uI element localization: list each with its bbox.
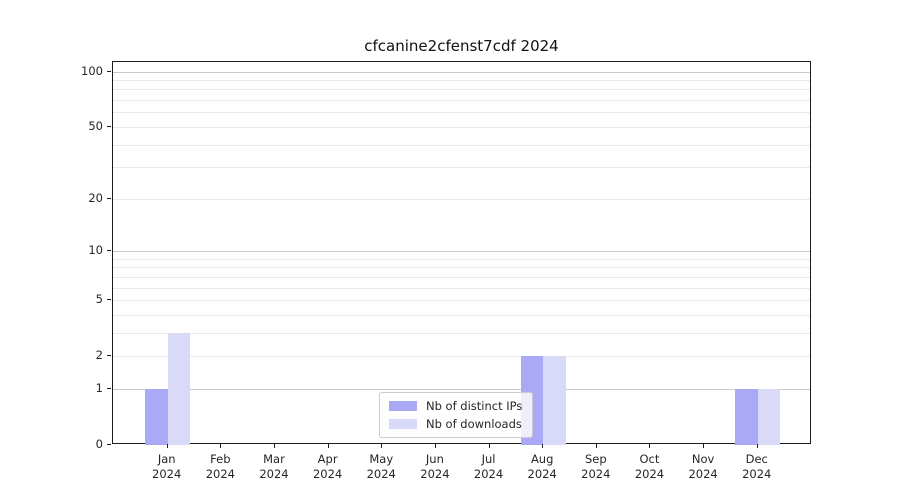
x-tick-mark <box>434 444 436 448</box>
legend: Nb of distinct IPs Nb of downloads <box>379 392 534 438</box>
minor-gridline <box>113 80 810 82</box>
chart-title: cfcanine2cfenst7cdf 2024 <box>364 37 559 55</box>
x-tick-year: 2024 <box>205 467 235 481</box>
x-tick-label-jan: Jan 2024 <box>137 452 197 482</box>
y-tick-mark <box>107 299 111 301</box>
y-tick-mark <box>107 197 111 199</box>
minor-gridline <box>113 300 810 302</box>
x-tick-year: 2024 <box>473 467 504 481</box>
legend-label-distinct-ips: Nb of distinct IPs <box>426 399 523 413</box>
y-tick-label: 5 <box>95 292 103 307</box>
minor-gridline <box>113 356 810 358</box>
legend-swatch-distinct-ips <box>389 401 417 411</box>
x-tick-label-may: May 2024 <box>351 452 411 482</box>
x-tick-year: 2024 <box>259 467 289 481</box>
x-tick-mark <box>542 444 544 448</box>
x-tick-label-jul: Jul 2024 <box>459 452 519 482</box>
y-tick-label: 20 <box>88 190 103 205</box>
x-tick-mark <box>166 444 168 448</box>
x-tick-year: 2024 <box>688 467 718 481</box>
legend-label-downloads: Nb of downloads <box>426 417 522 431</box>
y-tick-label: 100 <box>81 63 103 78</box>
x-tick-year: 2024 <box>312 467 343 481</box>
y-tick-mark <box>107 444 111 445</box>
x-tick-mark <box>273 444 275 448</box>
x-tick-mark <box>595 444 597 448</box>
minor-gridline <box>113 198 810 200</box>
bar-nb-of-distinct-ips-jan <box>145 388 168 445</box>
minor-gridline <box>113 287 810 289</box>
y-tick-label: 50 <box>88 118 103 133</box>
x-tick-label-mar: Mar 2024 <box>244 452 304 482</box>
minor-gridline <box>113 89 810 91</box>
x-tick-label-apr: Apr 2024 <box>298 452 358 482</box>
x-tick-mark <box>381 444 383 448</box>
minor-gridline <box>113 112 810 114</box>
x-tick-year: 2024 <box>527 467 557 481</box>
y-tick-mark <box>107 125 111 127</box>
minor-gridline <box>113 144 810 146</box>
minor-gridline <box>113 100 810 102</box>
x-tick-label-dec: Dec 2024 <box>727 452 787 482</box>
legend-item-downloads: Nb of downloads <box>389 417 522 431</box>
x-tick-mark <box>488 444 490 448</box>
y-tick-mark <box>107 387 111 389</box>
legend-item-distinct-ips: Nb of distinct IPs <box>389 399 522 413</box>
bar-nb-of-distinct-ips-dec <box>735 388 758 445</box>
major-gridline <box>113 250 810 252</box>
minor-gridline <box>113 332 810 334</box>
x-tick-year: 2024 <box>366 467 396 481</box>
bar-nb-of-downloads-dec <box>757 388 781 445</box>
plot-area <box>112 61 811 445</box>
y-tick-label: 2 <box>95 348 103 363</box>
bar-nb-of-downloads-jan <box>167 332 191 445</box>
y-tick-mark <box>107 70 111 72</box>
minor-gridline <box>113 167 810 169</box>
y-tick-label: 0 <box>95 437 103 451</box>
y-tick-label: 10 <box>88 242 103 257</box>
y-tick-mark <box>107 355 111 357</box>
x-tick-label-aug: Aug 2024 <box>512 452 572 482</box>
x-tick-mark <box>327 444 329 448</box>
x-tick-mark <box>756 444 758 448</box>
x-tick-label-sep: Sep 2024 <box>566 452 626 482</box>
minor-gridline <box>113 267 810 269</box>
major-gridline <box>113 388 810 390</box>
minor-gridline <box>113 314 810 316</box>
minor-gridline <box>113 276 810 278</box>
x-tick-label-nov: Nov 2024 <box>673 452 733 482</box>
minor-gridline <box>113 126 810 128</box>
x-tick-mark <box>649 444 651 448</box>
x-tick-label-oct: Oct 2024 <box>619 452 679 482</box>
bar-nb-of-downloads-aug <box>543 356 566 445</box>
minor-gridline <box>113 258 810 260</box>
x-tick-label-feb: Feb 2024 <box>190 452 250 482</box>
x-tick-year: 2024 <box>634 467 665 481</box>
x-tick-year: 2024 <box>742 467 772 481</box>
x-tick-year: 2024 <box>581 467 611 481</box>
x-tick-year: 2024 <box>152 467 182 481</box>
major-gridline <box>113 71 810 73</box>
legend-swatch-downloads <box>389 419 417 429</box>
x-tick-mark <box>220 444 222 448</box>
x-tick-label-jun: Jun 2024 <box>405 452 465 482</box>
y-tick-mark <box>107 249 111 251</box>
x-tick-year: 2024 <box>420 467 450 481</box>
x-tick-mark <box>703 444 705 448</box>
y-tick-label: 1 <box>95 380 103 395</box>
